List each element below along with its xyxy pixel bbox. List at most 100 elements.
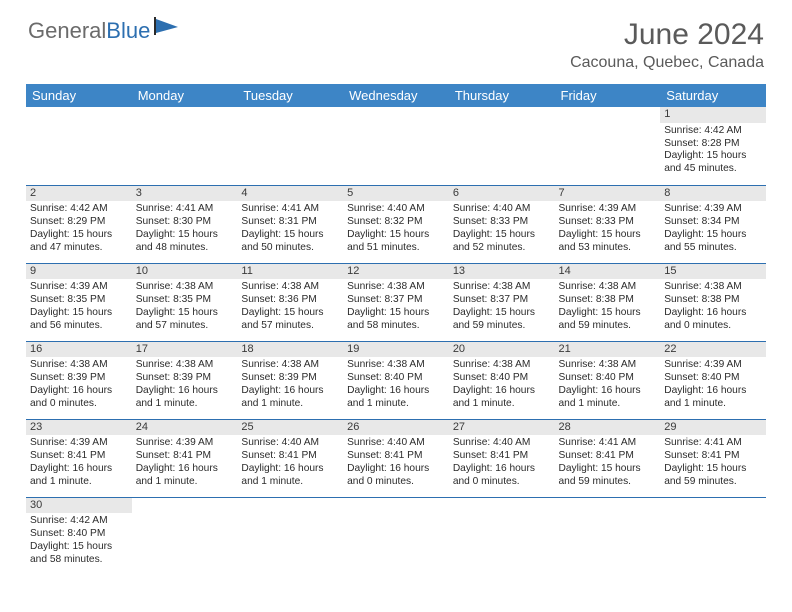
location: Cacouna, Quebec, Canada (570, 54, 764, 72)
calendar-day: 14Sunrise: 4:38 AMSunset: 8:38 PMDayligh… (555, 263, 661, 341)
calendar-day-empty (237, 497, 343, 575)
day-details: Sunrise: 4:38 AMSunset: 8:40 PMDaylight:… (343, 357, 449, 414)
day-details: Sunrise: 4:39 AMSunset: 8:34 PMDaylight:… (660, 201, 766, 258)
calendar-day: 24Sunrise: 4:39 AMSunset: 8:41 PMDayligh… (132, 419, 238, 497)
calendar-day-empty (132, 497, 238, 575)
day-details: Sunrise: 4:41 AMSunset: 8:41 PMDaylight:… (555, 435, 661, 492)
calendar-day: 16Sunrise: 4:38 AMSunset: 8:39 PMDayligh… (26, 341, 132, 419)
day-details: Sunrise: 4:38 AMSunset: 8:35 PMDaylight:… (132, 279, 238, 336)
calendar-day-empty (343, 107, 449, 185)
title-block: June 2024 Cacouna, Quebec, Canada (570, 18, 764, 72)
calendar-day: 11Sunrise: 4:38 AMSunset: 8:36 PMDayligh… (237, 263, 343, 341)
day-number: 22 (660, 342, 766, 358)
calendar-day-empty (660, 497, 766, 575)
calendar-day-empty (343, 497, 449, 575)
day-number: 30 (26, 498, 132, 514)
day-details: Sunrise: 4:38 AMSunset: 8:39 PMDaylight:… (26, 357, 132, 414)
logo-text-blue: Blue (106, 18, 150, 43)
calendar-day: 5Sunrise: 4:40 AMSunset: 8:32 PMDaylight… (343, 185, 449, 263)
calendar-day: 28Sunrise: 4:41 AMSunset: 8:41 PMDayligh… (555, 419, 661, 497)
calendar-table: SundayMondayTuesdayWednesdayThursdayFrid… (26, 84, 766, 575)
calendar-day: 9Sunrise: 4:39 AMSunset: 8:35 PMDaylight… (26, 263, 132, 341)
month-title: June 2024 (570, 18, 764, 52)
day-number: 8 (660, 186, 766, 202)
day-header: Monday (132, 84, 238, 107)
calendar-day: 27Sunrise: 4:40 AMSunset: 8:41 PMDayligh… (449, 419, 555, 497)
flag-icon (154, 17, 180, 40)
day-header: Friday (555, 84, 661, 107)
calendar-day: 10Sunrise: 4:38 AMSunset: 8:35 PMDayligh… (132, 263, 238, 341)
day-details: Sunrise: 4:42 AMSunset: 8:29 PMDaylight:… (26, 201, 132, 258)
day-number: 11 (237, 264, 343, 280)
day-details: Sunrise: 4:38 AMSunset: 8:39 PMDaylight:… (237, 357, 343, 414)
logo-text-general: General (28, 18, 106, 43)
day-number: 12 (343, 264, 449, 280)
day-number: 28 (555, 420, 661, 436)
day-number: 1 (660, 107, 766, 123)
calendar-day: 2Sunrise: 4:42 AMSunset: 8:29 PMDaylight… (26, 185, 132, 263)
calendar-day-empty (132, 107, 238, 185)
day-details: Sunrise: 4:40 AMSunset: 8:41 PMDaylight:… (343, 435, 449, 492)
calendar-day: 29Sunrise: 4:41 AMSunset: 8:41 PMDayligh… (660, 419, 766, 497)
day-number: 13 (449, 264, 555, 280)
logo: GeneralBlue (28, 18, 180, 44)
day-details: Sunrise: 4:40 AMSunset: 8:41 PMDaylight:… (237, 435, 343, 492)
day-number: 24 (132, 420, 238, 436)
day-number: 23 (26, 420, 132, 436)
calendar-day: 8Sunrise: 4:39 AMSunset: 8:34 PMDaylight… (660, 185, 766, 263)
calendar-day: 26Sunrise: 4:40 AMSunset: 8:41 PMDayligh… (343, 419, 449, 497)
calendar-day: 15Sunrise: 4:38 AMSunset: 8:38 PMDayligh… (660, 263, 766, 341)
calendar-day: 17Sunrise: 4:38 AMSunset: 8:39 PMDayligh… (132, 341, 238, 419)
day-header: Sunday (26, 84, 132, 107)
day-details: Sunrise: 4:39 AMSunset: 8:33 PMDaylight:… (555, 201, 661, 258)
calendar-day-empty (449, 107, 555, 185)
calendar-day: 25Sunrise: 4:40 AMSunset: 8:41 PMDayligh… (237, 419, 343, 497)
day-details: Sunrise: 4:38 AMSunset: 8:40 PMDaylight:… (449, 357, 555, 414)
day-number: 6 (449, 186, 555, 202)
calendar-day: 12Sunrise: 4:38 AMSunset: 8:37 PMDayligh… (343, 263, 449, 341)
day-header: Tuesday (237, 84, 343, 107)
calendar-week: 9Sunrise: 4:39 AMSunset: 8:35 PMDaylight… (26, 263, 766, 341)
calendar-day: 20Sunrise: 4:38 AMSunset: 8:40 PMDayligh… (449, 341, 555, 419)
day-details: Sunrise: 4:38 AMSunset: 8:39 PMDaylight:… (132, 357, 238, 414)
day-header: Saturday (660, 84, 766, 107)
calendar-week: 30Sunrise: 4:42 AMSunset: 8:40 PMDayligh… (26, 497, 766, 575)
calendar-day: 13Sunrise: 4:38 AMSunset: 8:37 PMDayligh… (449, 263, 555, 341)
day-header: Wednesday (343, 84, 449, 107)
calendar-week: 16Sunrise: 4:38 AMSunset: 8:39 PMDayligh… (26, 341, 766, 419)
calendar-day: 19Sunrise: 4:38 AMSunset: 8:40 PMDayligh… (343, 341, 449, 419)
calendar-day: 23Sunrise: 4:39 AMSunset: 8:41 PMDayligh… (26, 419, 132, 497)
day-details: Sunrise: 4:42 AMSunset: 8:40 PMDaylight:… (26, 513, 132, 570)
calendar-day: 1Sunrise: 4:42 AMSunset: 8:28 PMDaylight… (660, 107, 766, 185)
calendar-week: 23Sunrise: 4:39 AMSunset: 8:41 PMDayligh… (26, 419, 766, 497)
calendar-day-empty (26, 107, 132, 185)
day-number: 20 (449, 342, 555, 358)
day-number: 21 (555, 342, 661, 358)
day-number: 27 (449, 420, 555, 436)
day-number: 19 (343, 342, 449, 358)
day-details: Sunrise: 4:38 AMSunset: 8:36 PMDaylight:… (237, 279, 343, 336)
header: GeneralBlue June 2024 Cacouna, Quebec, C… (0, 0, 792, 80)
day-details: Sunrise: 4:38 AMSunset: 8:37 PMDaylight:… (343, 279, 449, 336)
calendar-day-empty (555, 107, 661, 185)
day-details: Sunrise: 4:38 AMSunset: 8:38 PMDaylight:… (660, 279, 766, 336)
day-number: 16 (26, 342, 132, 358)
calendar-day: 22Sunrise: 4:39 AMSunset: 8:40 PMDayligh… (660, 341, 766, 419)
day-details: Sunrise: 4:39 AMSunset: 8:40 PMDaylight:… (660, 357, 766, 414)
day-details: Sunrise: 4:42 AMSunset: 8:28 PMDaylight:… (660, 123, 766, 180)
calendar-day-empty (237, 107, 343, 185)
calendar-day: 7Sunrise: 4:39 AMSunset: 8:33 PMDaylight… (555, 185, 661, 263)
day-number: 25 (237, 420, 343, 436)
calendar-day: 4Sunrise: 4:41 AMSunset: 8:31 PMDaylight… (237, 185, 343, 263)
calendar-week: 1Sunrise: 4:42 AMSunset: 8:28 PMDaylight… (26, 107, 766, 185)
calendar-week: 2Sunrise: 4:42 AMSunset: 8:29 PMDaylight… (26, 185, 766, 263)
calendar-day-empty (555, 497, 661, 575)
day-number: 14 (555, 264, 661, 280)
day-details: Sunrise: 4:38 AMSunset: 8:38 PMDaylight:… (555, 279, 661, 336)
day-details: Sunrise: 4:41 AMSunset: 8:30 PMDaylight:… (132, 201, 238, 258)
day-header: Thursday (449, 84, 555, 107)
calendar-day: 3Sunrise: 4:41 AMSunset: 8:30 PMDaylight… (132, 185, 238, 263)
day-details: Sunrise: 4:38 AMSunset: 8:37 PMDaylight:… (449, 279, 555, 336)
day-details: Sunrise: 4:40 AMSunset: 8:41 PMDaylight:… (449, 435, 555, 492)
day-number: 7 (555, 186, 661, 202)
